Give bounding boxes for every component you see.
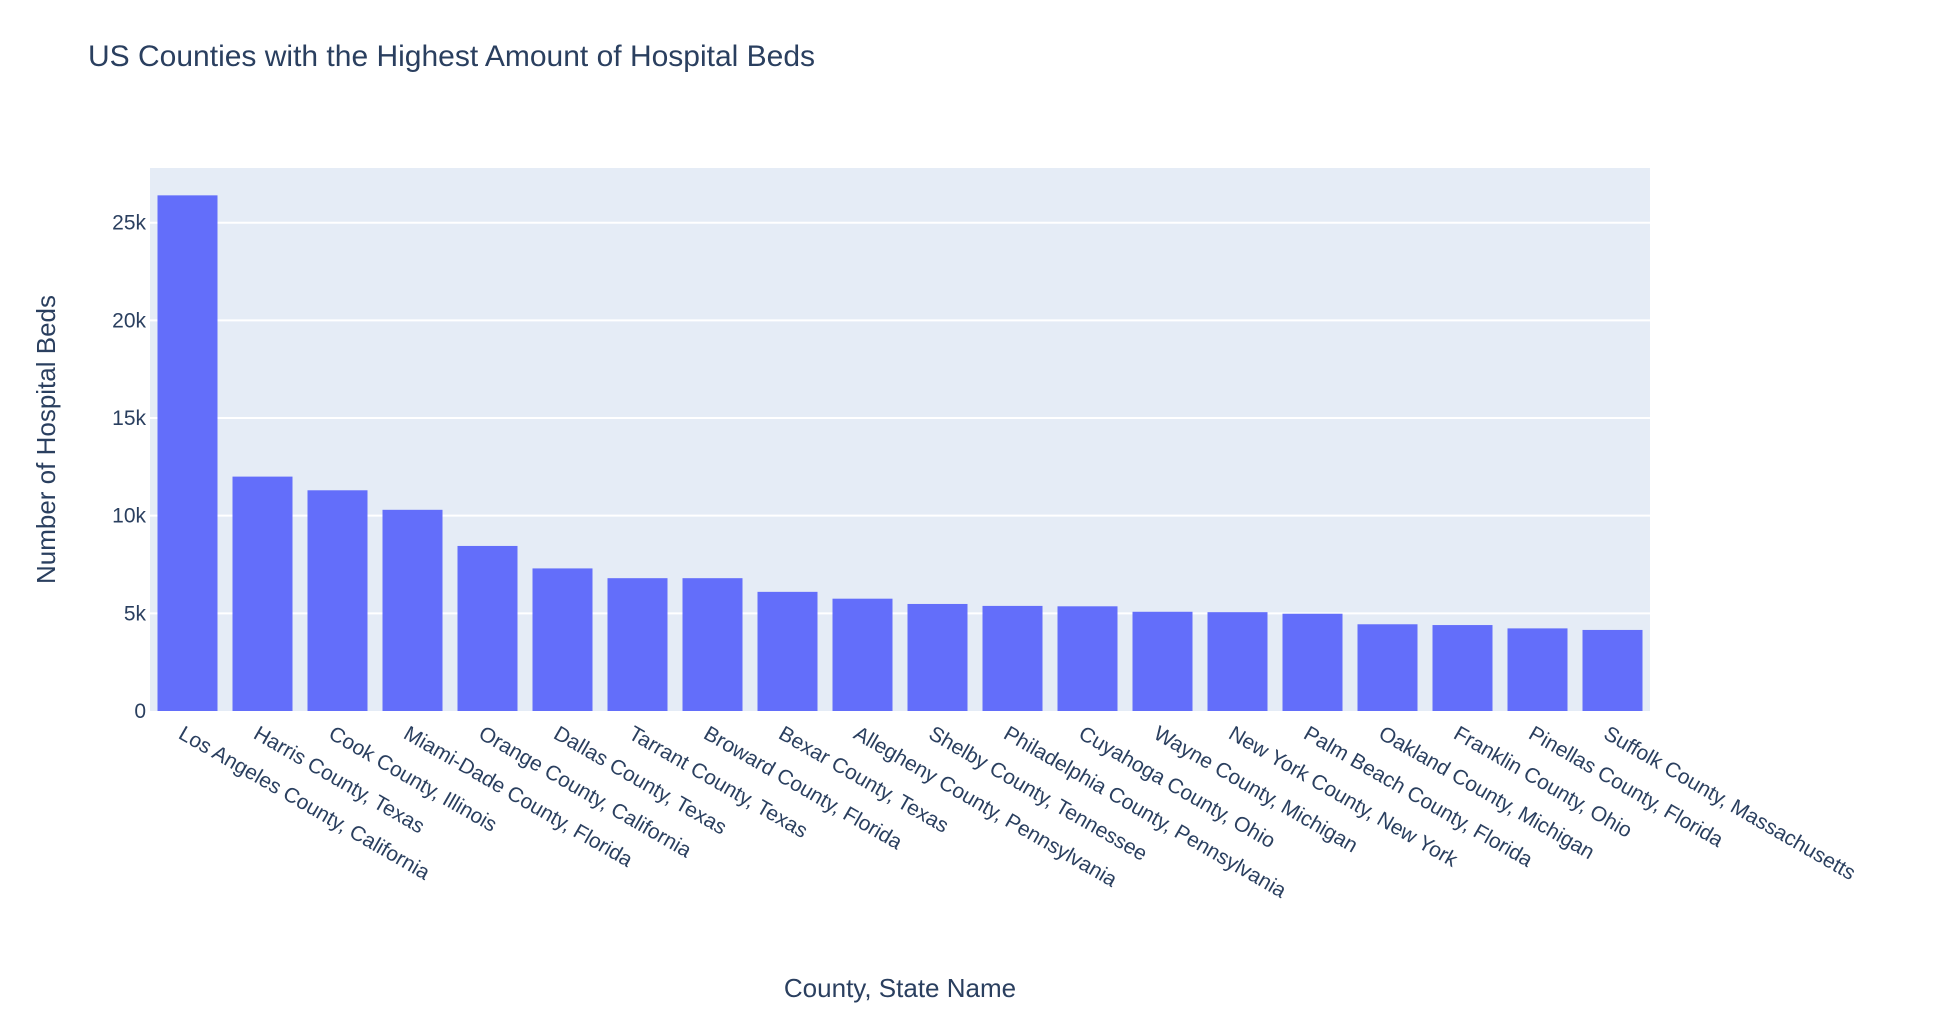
bar (532, 568, 593, 711)
y-tick-label: 25k (112, 212, 146, 235)
bar (832, 598, 893, 711)
bar (1582, 629, 1643, 711)
bar (1357, 624, 1418, 711)
bar (757, 591, 818, 711)
bar (1282, 613, 1343, 711)
y-tick-labels: 0 5k 10k 15k 20k 25k (112, 212, 146, 723)
chart-title: US Counties with the Highest Amount of H… (88, 40, 815, 73)
bar (907, 603, 968, 711)
bar (1507, 628, 1568, 711)
y-tick-label: 15k (112, 407, 146, 430)
bar (232, 476, 293, 711)
plot-background (150, 168, 1650, 711)
y-tick-label: 5k (124, 602, 147, 625)
bar (1207, 612, 1268, 711)
bar (982, 605, 1043, 711)
x-axis-title: County, State Name (784, 973, 1016, 1003)
bars (157, 195, 1643, 711)
bar (1132, 611, 1193, 711)
bar (382, 509, 443, 711)
y-tick-label: 10k (112, 505, 146, 528)
bar (1057, 606, 1118, 711)
bar (682, 578, 743, 711)
y-axis-title: Number of Hospital Beds (31, 295, 61, 584)
y-tick-label: 0 (134, 700, 146, 723)
bar (1432, 625, 1493, 711)
bar (457, 545, 518, 711)
y-tick-label: 20k (112, 309, 146, 332)
bar (307, 490, 368, 711)
bar (607, 578, 668, 711)
bar (157, 195, 218, 711)
